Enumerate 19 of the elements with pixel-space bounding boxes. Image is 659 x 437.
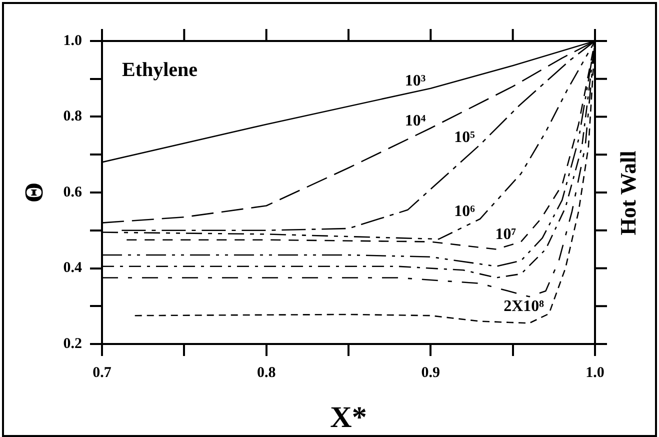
text: Ethylene [122,59,198,82]
y-tick-label: 0.4 [63,260,82,276]
y-tick-label: 1.0 [63,32,82,49]
y-axis-title: Θ [19,182,48,203]
y-tick-label: 0.2 [63,336,82,352]
series-label: 10³ [404,72,426,90]
y-tick-label: 0.6 [63,184,82,200]
series-label: 2X10⁸ [504,298,544,315]
x-axis-title: X* [330,400,367,434]
x-tick-label: 0.8 [256,364,276,381]
series-label: 10⁴ [404,112,426,130]
series-label: 10⁷ [495,226,516,243]
x-tick-label: 0.9 [421,364,440,381]
text: Hot Wall [614,150,641,236]
series-label: 10⁵ [454,128,476,146]
x-tick-label: 1.0 [586,364,604,381]
y-tick-label: 0.8 [63,108,82,125]
x-tick-label: 0.7 [92,364,112,381]
series-label: 10⁶ [454,203,476,220]
